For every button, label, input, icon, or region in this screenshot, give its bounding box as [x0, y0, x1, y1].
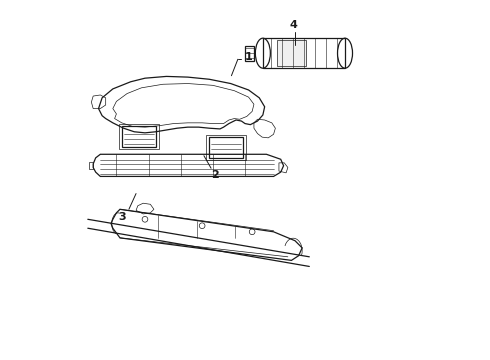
Text: 4: 4 [289, 20, 297, 30]
Text: 3: 3 [118, 212, 125, 222]
Text: 2: 2 [211, 170, 219, 180]
Polygon shape [277, 40, 306, 66]
Text: 1: 1 [245, 53, 253, 63]
